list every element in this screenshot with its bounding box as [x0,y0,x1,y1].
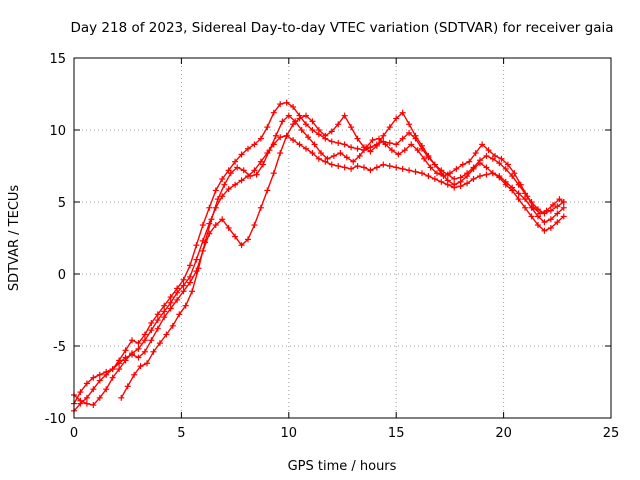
x-axis-label: GPS time / hours [288,459,397,474]
y-tick-label: -5 [53,340,66,355]
y-tick-label: -10 [45,412,66,427]
series-layer [71,99,567,414]
x-tick-label: 25 [603,426,620,441]
x-tick-label: 20 [495,426,512,441]
y-tick-label: 15 [49,52,66,67]
axes-layer: 0 5 10 15 20 25 -10 -5 0 5 10 15 [45,52,620,441]
grid-layer [74,58,611,418]
x-tick-label: 15 [388,426,405,441]
y-tick-label: 5 [58,196,66,211]
series-track-4 [118,112,567,401]
y-tick-label: 10 [49,124,66,139]
y-axis-label: SDTVAR / TECUs [7,185,22,292]
x-tick-label: 10 [281,426,298,441]
x-tick-label: 0 [70,426,78,441]
series-track-1 [71,99,567,414]
plot-frame [73,57,612,419]
series-line [120,114,565,399]
series-track-3 [71,109,567,407]
x-tick-label: 5 [177,426,185,441]
y-tick-label: 0 [58,268,66,283]
chart-title: Day 218 of 2023, Sidereal Day-to-day VTE… [70,20,613,36]
